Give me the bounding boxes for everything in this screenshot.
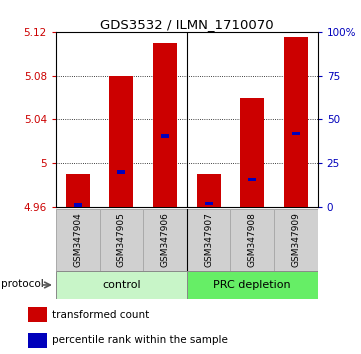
Text: transformed count: transformed count	[52, 310, 149, 320]
Text: GSM347908: GSM347908	[248, 212, 257, 268]
Bar	[292, 132, 300, 135]
Text: GSM347906: GSM347906	[161, 212, 170, 268]
Bar	[56, 209, 100, 271]
Bar	[230, 209, 274, 271]
Bar	[28, 333, 47, 348]
Bar	[74, 203, 82, 206]
Bar	[100, 209, 143, 271]
Bar	[56, 271, 187, 299]
Text: GSM347905: GSM347905	[117, 212, 126, 268]
Bar	[248, 178, 256, 181]
Bar	[284, 37, 308, 207]
Text: protocol: protocol	[1, 279, 44, 289]
Text: GSM347909: GSM347909	[291, 212, 300, 268]
Bar	[187, 271, 318, 299]
Bar	[153, 43, 177, 207]
Bar	[28, 307, 47, 322]
Bar	[117, 170, 125, 174]
Bar	[274, 209, 318, 271]
Text: GSM347907: GSM347907	[204, 212, 213, 268]
Bar	[66, 174, 90, 207]
Bar	[109, 76, 133, 207]
Bar	[161, 134, 169, 138]
Text: GSM347904: GSM347904	[73, 212, 82, 267]
Text: control: control	[102, 280, 141, 290]
Bar	[197, 174, 221, 207]
Bar	[205, 202, 213, 205]
Bar	[240, 98, 264, 207]
Text: percentile rank within the sample: percentile rank within the sample	[52, 335, 228, 345]
Title: GDS3532 / ILMN_1710070: GDS3532 / ILMN_1710070	[100, 18, 274, 31]
Text: PRC depletion: PRC depletion	[213, 280, 291, 290]
Bar	[187, 209, 230, 271]
Bar	[143, 209, 187, 271]
